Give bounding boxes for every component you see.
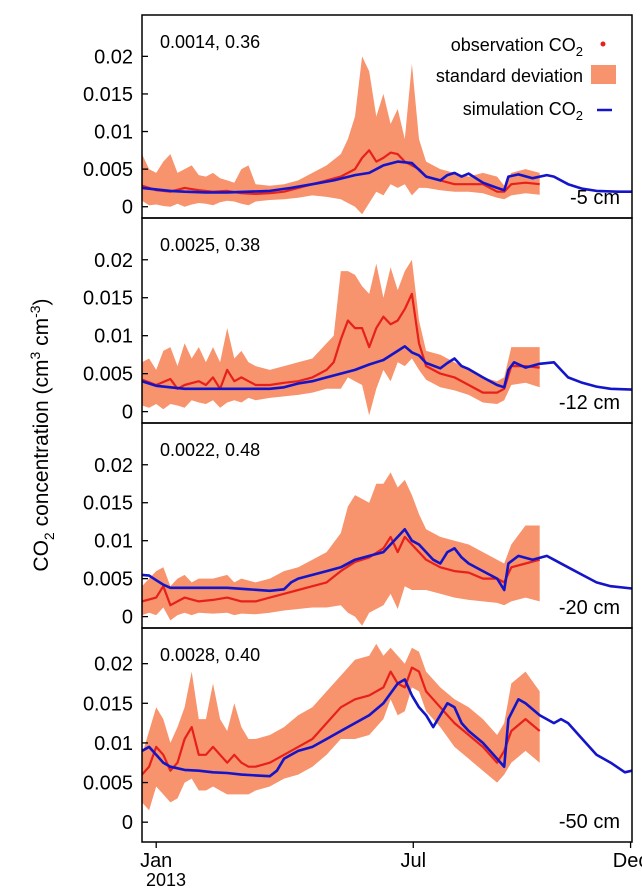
observation-series <box>142 292 540 394</box>
observation-series <box>142 535 540 607</box>
panel-4-plot-area <box>142 643 632 811</box>
y-tick-label: 0 <box>122 197 133 219</box>
std-dev-band <box>142 56 540 215</box>
y-tick-label: 0.005 <box>83 364 133 386</box>
x-tick-label: Dec <box>613 850 642 872</box>
panel-metrics: 0.0014, 0.36 <box>160 32 260 52</box>
simulation-series <box>142 160 632 194</box>
y-tick-label: 0.01 <box>94 733 133 755</box>
y-tick-label: 0.01 <box>94 326 133 348</box>
panel-depth-label: -5 cm <box>570 187 620 209</box>
std-dev-band <box>142 643 540 811</box>
x-tick-label: Jul <box>400 850 426 872</box>
legend-observation-label: observation CO2 <box>451 35 583 59</box>
simulation-series <box>142 527 632 593</box>
x-axis-year-label: 2013 <box>146 870 186 890</box>
panel-depth-label: -50 cm <box>559 811 620 833</box>
y-tick-label: 0.02 <box>94 46 133 68</box>
y-tick-label: 0.005 <box>83 773 133 795</box>
observation-series <box>142 666 541 776</box>
panel-metrics: 0.0028, 0.40 <box>160 645 260 665</box>
y-tick-label: 0.005 <box>83 159 133 181</box>
y-tick-label: 0.015 <box>83 493 133 515</box>
panel-metrics: 0.0022, 0.48 <box>160 440 260 460</box>
simulation-series <box>142 344 632 391</box>
y-axis-label: CO2 concentration (cm3 cm-3) <box>27 298 57 571</box>
panel-frame <box>141 627 633 843</box>
y-tick-label: 0 <box>122 607 133 629</box>
panel-1: 0 0.005 0.01 0.015 0.02 0.0014, 0.36 -5 cm <box>83 14 633 219</box>
y-tick-label: 0.01 <box>94 531 133 553</box>
panel-4: 0 0.005 0.01 0.015 0.02 0.0028, 0.40 -50 cm <box>83 627 633 843</box>
legend-stddev-swatch <box>591 65 616 84</box>
x-tick-label: Jan <box>140 850 172 872</box>
legend-observation-marker <box>600 41 606 47</box>
panel-2-plot-area <box>142 259 632 416</box>
y-tick-label: 0.01 <box>94 122 133 144</box>
panel-1-plot-area <box>142 56 632 215</box>
legend-simulation-label: simulation CO2 <box>463 99 583 123</box>
panel-3-plot-area <box>142 472 632 626</box>
panel-depth-label: -12 cm <box>559 392 620 414</box>
y-tick-label: 0.005 <box>83 569 133 591</box>
std-dev-band <box>142 472 540 626</box>
legend-stddev-label: standard deviation <box>436 66 583 86</box>
legend: observation CO2 standard deviation simul… <box>436 35 616 123</box>
panel-2: 0 0.005 0.01 0.015 0.02 0.0025, 0.38 -12 cm <box>83 217 633 424</box>
panel-depth-label: -20 cm <box>559 597 620 619</box>
panel-metrics: 0.0025, 0.38 <box>160 235 260 255</box>
panel-3: 0 0.005 0.01 0.015 0.02 0.0022, 0.48 -20 cm <box>83 422 633 629</box>
y-tick-label: 0.02 <box>94 250 133 272</box>
panels: 0 0.005 0.01 0.015 0.02 0.0014, 0.36 -5 cm 0 0.0… <box>83 14 633 843</box>
y-tick-label: 0.02 <box>94 654 133 676</box>
y-tick-label: 0 <box>122 402 133 424</box>
x-axis: Jan Jul Dec <box>140 842 642 872</box>
y-tick-label: 0.015 <box>83 84 133 106</box>
simulation-series <box>142 678 632 778</box>
y-tick-label: 0.015 <box>83 288 133 310</box>
y-tick-label: 0.02 <box>94 455 133 477</box>
y-tick-label: 0.015 <box>83 693 133 715</box>
y-tick-label: 0 <box>122 812 133 834</box>
